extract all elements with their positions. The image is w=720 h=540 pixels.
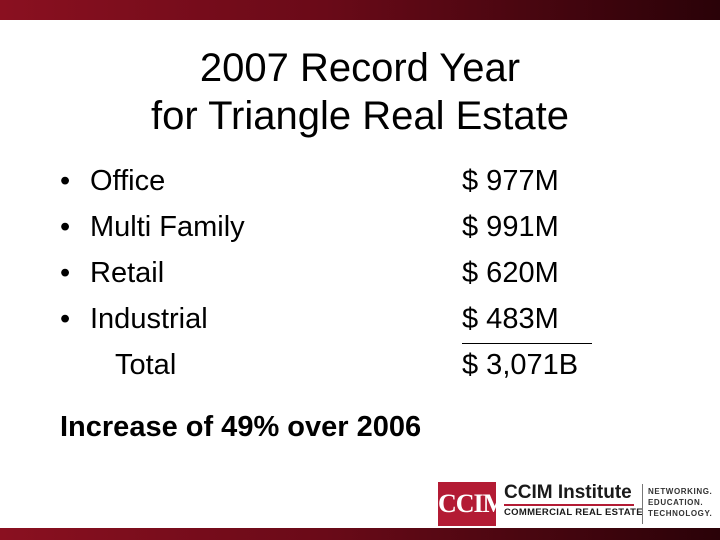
category-label: Industrial (90, 303, 208, 335)
value-item: $ 977M (462, 165, 559, 197)
value-item: $ 483M (462, 303, 559, 335)
list-item: • Office (60, 162, 245, 208)
title-line-2: for Triangle Real Estate (151, 94, 569, 138)
bullet: • (60, 303, 71, 335)
bottom-accent-bar (0, 528, 720, 540)
ccim-logo: CCIM CCIM Institute COMMERCIAL REAL ESTA… (438, 482, 712, 526)
logo-underline (504, 504, 634, 506)
top-accent-bar (0, 0, 720, 20)
logo-subtitle: COMMERCIAL REAL ESTATE (504, 507, 643, 518)
logo-tagline: NETWORKING. EDUCATION. TECHNOLOGY. (648, 486, 712, 519)
category-label: Multi Family (90, 211, 245, 243)
logo-name: CCIM Institute (504, 482, 632, 503)
category-list: • Office • Multi Family • Retail • Industria… (60, 162, 245, 346)
bullet: • (60, 257, 71, 289)
list-item: • Multi Family (60, 208, 245, 254)
bullet: • (60, 211, 71, 243)
slide-title: 2007 Record Year for Triangle Real Estat… (0, 44, 720, 140)
increase-note: Increase of 49% over 2006 (60, 411, 422, 443)
tagline-networking: NETWORKING. (648, 487, 713, 496)
tagline-technology: TECHNOLOGY. (648, 509, 713, 518)
total-label: Total (115, 349, 177, 381)
value-item: $ 991M (462, 211, 559, 243)
value-item: $ 620M (462, 257, 559, 289)
tagline-education: EDUCATION. (648, 498, 704, 507)
category-label: Retail (90, 257, 165, 289)
value-list: $ 977M $ 991M $ 620M $ 483M (462, 162, 559, 346)
sum-divider (462, 343, 592, 344)
title-line-1: 2007 Record Year (199, 46, 521, 90)
total-value: $ 3,071B (462, 349, 579, 381)
list-item: • Retail (60, 254, 245, 300)
list-item: • Industrial (60, 300, 245, 346)
category-label: Office (90, 165, 166, 197)
ccim-logo-mark: CCIM (438, 482, 507, 526)
logo-divider (642, 484, 643, 524)
bullet: • (60, 165, 71, 197)
